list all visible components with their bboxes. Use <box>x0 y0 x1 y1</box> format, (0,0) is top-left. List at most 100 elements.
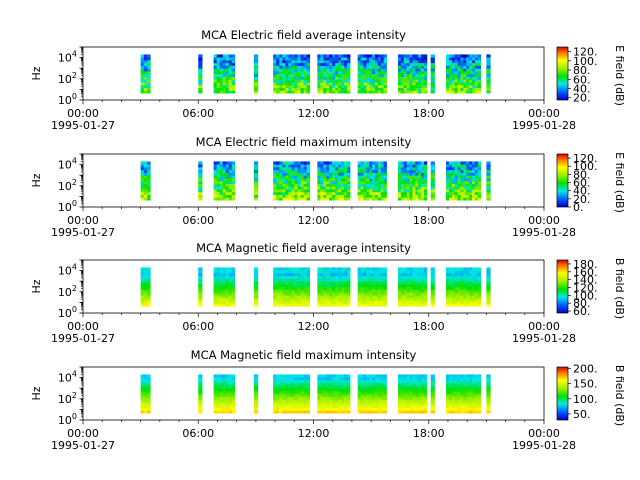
spectrogram-cell <box>323 82 327 86</box>
spectrogram-cell <box>400 388 405 392</box>
spectrogram-cell <box>400 189 405 193</box>
spectrogram-cell <box>448 404 453 408</box>
spectrogram-cell <box>273 300 277 304</box>
spectrogram-cell <box>372 71 376 75</box>
spectrogram-cell <box>412 79 416 83</box>
spectrogram-cell <box>253 385 259 389</box>
spectrogram-cell <box>276 84 280 88</box>
spectrogram-cell <box>291 402 295 406</box>
spectrogram-cell <box>400 166 405 171</box>
spectrogram-cell <box>357 68 361 72</box>
spectrogram-cell <box>282 404 286 408</box>
spectrogram-cell <box>306 410 311 414</box>
spectrogram-cell <box>198 267 203 271</box>
spectrogram-cell <box>273 377 277 381</box>
spectrogram-cell <box>383 297 387 301</box>
spectrogram-cell <box>347 377 351 381</box>
spectrogram-cell <box>400 402 405 406</box>
spectrogram-cell <box>383 292 387 296</box>
spectrogram-cell <box>448 272 453 277</box>
spectrogram-cell <box>383 410 387 414</box>
spectrogram-cell <box>454 71 458 75</box>
spectrogram-cell <box>213 399 218 403</box>
spectrogram-cell <box>279 84 283 88</box>
spectrogram-cell <box>466 385 470 389</box>
spectrogram-cell <box>374 289 379 293</box>
spectrogram-cell <box>285 180 289 184</box>
spectrogram-cell <box>374 191 379 195</box>
spectrogram-cell <box>383 275 387 279</box>
spectrogram-cell <box>228 73 233 77</box>
spectrogram-cell <box>297 62 301 66</box>
spectrogram-cell <box>471 189 476 193</box>
spectrogram-cell <box>357 79 361 83</box>
spectrogram-cell <box>225 71 230 75</box>
spectrogram-cell <box>231 300 236 304</box>
spectrogram-cell <box>466 59 470 64</box>
spectrogram-cell <box>300 374 304 378</box>
spectrogram-cell <box>360 180 364 184</box>
spectrogram-cell <box>415 270 419 274</box>
spectrogram-cell <box>294 164 298 168</box>
spectrogram-cell <box>335 402 339 406</box>
spectrogram-cell <box>383 57 387 61</box>
spectrogram-cell <box>363 379 367 384</box>
spectrogram-cell <box>225 186 230 190</box>
spectrogram-cell <box>471 65 476 69</box>
spectrogram-cell <box>469 272 473 277</box>
spectrogram-cell <box>403 267 408 271</box>
spectrogram-cell <box>323 172 327 176</box>
spectrogram-cell <box>400 292 405 296</box>
spectrogram-cell <box>341 295 345 299</box>
data-interval <box>317 374 351 414</box>
spectrogram-cell <box>317 402 321 406</box>
spectrogram-cell <box>380 286 385 290</box>
spectrogram-cell <box>219 393 224 397</box>
spectrogram-cell <box>332 76 336 80</box>
spectrogram-cell <box>403 197 408 201</box>
spectrogram-cell <box>143 180 148 184</box>
spectrogram-cell <box>430 183 435 187</box>
spectrogram-cell <box>466 175 470 179</box>
spectrogram-cell <box>213 297 218 301</box>
spectrogram-cell <box>360 410 364 414</box>
spectrogram-cell <box>216 286 221 290</box>
spectrogram-cell <box>279 76 283 80</box>
spectrogram-cell <box>297 270 301 274</box>
spectrogram-cell <box>279 382 283 386</box>
spectrogram-cell <box>451 303 456 307</box>
spectrogram-cell <box>463 172 467 176</box>
spectrogram-cell <box>279 289 283 293</box>
spectrogram-cell <box>306 270 311 274</box>
spectrogram-cell <box>372 393 376 397</box>
spectrogram-cell <box>225 275 230 279</box>
spectrogram-cell <box>347 73 351 77</box>
spectrogram-cell <box>477 172 482 176</box>
spectrogram-cell <box>140 54 145 58</box>
spectrogram-cell <box>363 404 367 408</box>
spectrogram-cell <box>303 297 308 301</box>
spectrogram-cell <box>225 393 230 397</box>
spectrogram-cell <box>360 404 364 408</box>
spectrogram-cell <box>140 284 145 288</box>
spectrogram-cell <box>329 377 333 381</box>
spectrogram-cell <box>140 169 145 173</box>
spectrogram-cell <box>448 180 453 184</box>
spectrogram-cell <box>273 178 277 182</box>
spectrogram-cell <box>317 161 321 165</box>
spectrogram-cell <box>374 410 379 414</box>
spectrogram-cell <box>451 186 456 190</box>
spectrogram-cell <box>231 284 236 288</box>
spectrogram-cell <box>454 62 458 66</box>
spectrogram-cell <box>366 272 370 277</box>
spectrogram-cell <box>469 284 473 288</box>
spectrogram-cell <box>363 286 367 290</box>
spectrogram-cell <box>317 289 321 293</box>
spectrogram-cell <box>228 90 233 94</box>
spectrogram-cell <box>451 73 456 77</box>
spectrogram-cell <box>474 410 479 414</box>
data-interval <box>253 374 259 414</box>
spectrogram-cell <box>369 87 373 91</box>
spectrogram-cell <box>213 267 218 271</box>
spectrogram-cell <box>380 178 385 182</box>
